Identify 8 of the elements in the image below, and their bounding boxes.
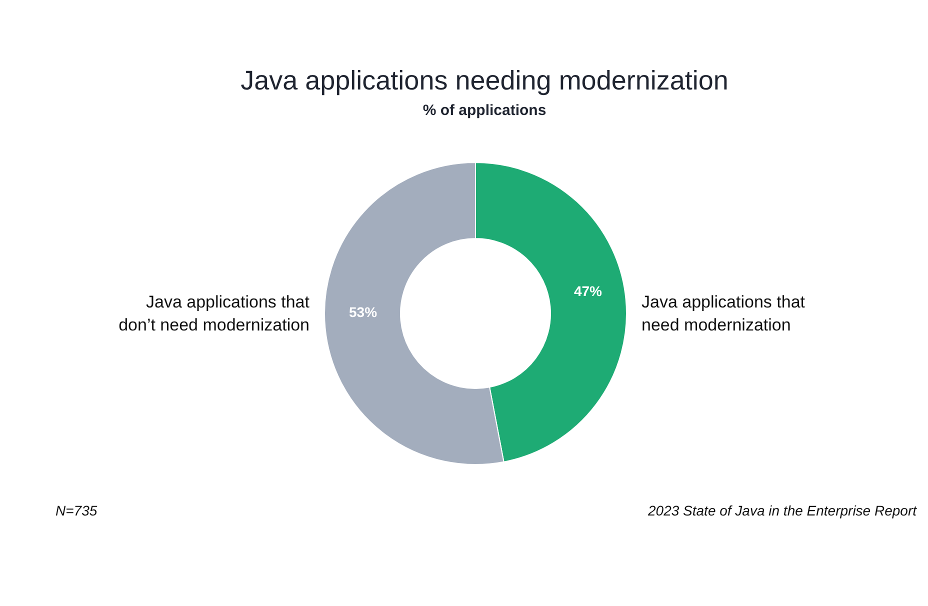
text: N=735	[56, 502, 98, 518]
chart-title: Java applications needing modernization	[240, 66, 728, 96]
data-label: 47%	[574, 282, 603, 299]
slice-label: Java applications that need modernization	[642, 292, 806, 334]
data-label: 53%	[348, 304, 378, 320]
text: 2023 State of Java in the Enterprise Report	[647, 502, 918, 518]
slice-label: Java applications that don’t need modernization	[118, 292, 310, 334]
chart-subtitle: % of applications	[422, 102, 546, 119]
